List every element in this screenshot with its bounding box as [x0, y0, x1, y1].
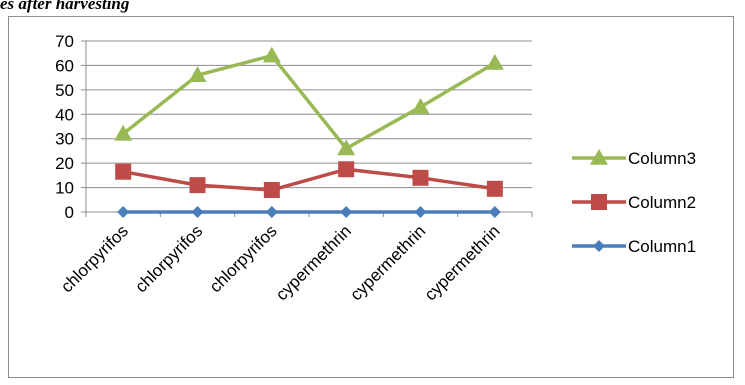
chart-caption: es after harvesting [0, 0, 130, 13]
x-category-label: chlorpyrifos [131, 221, 206, 296]
data-point-column2 [115, 163, 132, 180]
data-point-column3 [485, 53, 504, 70]
chart-frame [8, 16, 734, 378]
data-point-column1 [340, 206, 353, 218]
y-tick-label: 20 [55, 154, 74, 173]
data-point-column3 [411, 97, 430, 114]
y-tick-label: 0 [65, 203, 74, 222]
data-point-column3 [337, 139, 356, 156]
x-category-label: chlorpyrifos [57, 221, 132, 296]
data-point-column2 [486, 180, 503, 197]
data-point-column1 [117, 206, 130, 218]
x-category-label: cypermethrin [421, 221, 504, 304]
y-tick-label: 70 [55, 32, 74, 51]
y-tick-label: 30 [55, 130, 74, 149]
data-point-column3 [262, 46, 281, 63]
data-point-column1 [265, 206, 278, 218]
x-category-label: cypermethrin [346, 221, 429, 304]
x-category-label: chlorpyrifos [206, 221, 281, 296]
y-tick-label: 10 [55, 179, 74, 198]
y-tick-label: 50 [55, 81, 74, 100]
legend-label-column3: Column3 [628, 149, 696, 168]
data-point-column3 [114, 124, 133, 141]
data-point-column2 [189, 177, 206, 194]
data-point-column1 [488, 206, 501, 218]
data-point-column1 [414, 206, 427, 218]
legend-marker-column3 [590, 149, 608, 165]
data-point-column1 [191, 206, 204, 218]
legend-label-column1: Column1 [628, 237, 696, 256]
y-tick-label: 60 [55, 56, 74, 75]
series-line-column3 [122, 53, 496, 151]
data-point-column2 [338, 161, 355, 178]
data-point-column2 [263, 182, 280, 199]
x-category-label: cypermethrin [272, 221, 355, 304]
legend-marker-column2 [591, 194, 607, 210]
data-point-column2 [412, 169, 429, 186]
series-line-column2 [122, 167, 496, 192]
legend-marker-column1 [593, 240, 605, 252]
legend-label-column2: Column2 [628, 193, 696, 212]
y-tick-label: 40 [55, 105, 74, 124]
data-point-column3 [188, 66, 207, 82]
